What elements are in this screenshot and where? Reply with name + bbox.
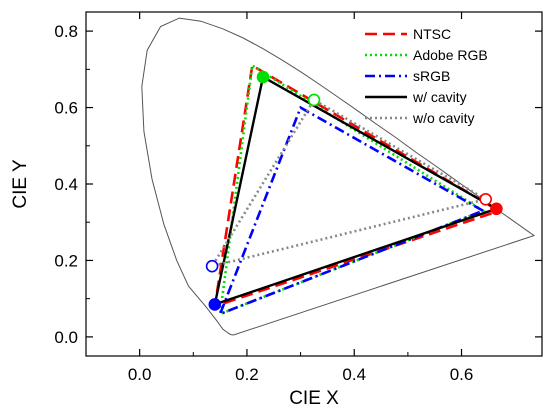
legend-label: w/ cavity (412, 89, 467, 105)
filled-marker-point (490, 202, 503, 216)
plot-frame (85, 11, 543, 357)
legend-label: w/o cavity (412, 110, 474, 126)
y-tick-label: 0.8 (54, 22, 78, 41)
y-tick-label: 0.4 (54, 175, 78, 194)
series-adobe-rgb-triangle (218, 63, 486, 317)
filled-marker-point (208, 298, 222, 311)
x-axis-label: CIE X (289, 388, 339, 409)
x-tick-label: 0.0 (128, 365, 152, 384)
legend-label: Adobe RGB (413, 47, 488, 63)
legend-label: NTSC (413, 26, 451, 42)
x-tick-label: 0.6 (450, 365, 474, 384)
hollow-marker-point (479, 193, 493, 206)
series-w-o-cavity-triangle (209, 98, 490, 269)
y-tick-label: 0.6 (54, 99, 78, 118)
legend-label: sRGB (413, 68, 450, 84)
spectral-locus (141, 17, 536, 336)
series-srgb-triangle (217, 105, 487, 317)
y-axis-label: CIE Y (10, 159, 31, 209)
legend: NTSC Adobe RGB sRGB w/ cavity w/o cavity (365, 26, 488, 126)
filled-marker-point (256, 70, 270, 84)
hollow-marker-point (205, 259, 219, 273)
x-tick-label: 0.2 (235, 365, 259, 384)
hollow-marker-point (307, 93, 321, 107)
y-tick-label: 0.2 (54, 251, 78, 270)
y-tick-label: 0.0 (54, 328, 78, 347)
x-tick-label: 0.4 (342, 365, 366, 384)
series-w-cavity-triangle (213, 75, 500, 307)
